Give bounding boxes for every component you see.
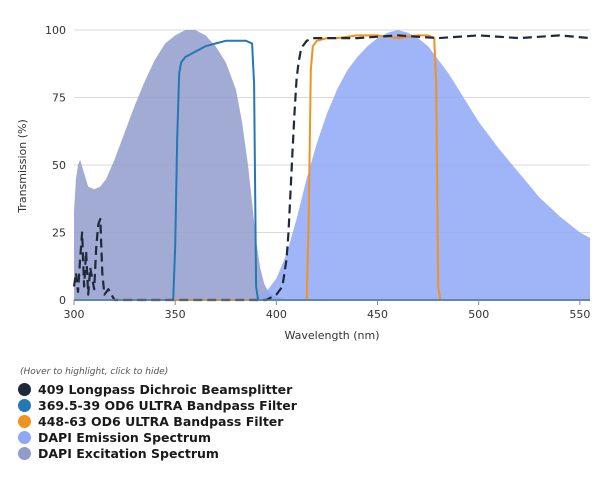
- legend-label: DAPI Emission Spectrum: [38, 429, 211, 445]
- x-tick-label: 500: [468, 308, 489, 321]
- legend-marker: [18, 382, 31, 396]
- legend-marker: [18, 430, 31, 444]
- legend-marker: [18, 446, 31, 460]
- legend-label: 369.5-39 OD6 ULTRA Bandpass Filter: [38, 397, 297, 413]
- axes: 0 25 50 75 100 300 350 400 450 500 550: [45, 24, 590, 321]
- x-tick-label: 350: [165, 308, 186, 321]
- transmission-chart: 0 25 50 75 100 300 350 400 450 500 550 Wavelength …: [16, 24, 590, 342]
- legend-label: 448-63 OD6 ULTRA Bandpass Filter: [38, 413, 284, 429]
- x-axis-title: Wavelength (nm): [284, 329, 379, 342]
- legend-item-409-longpass-dichroic-beamsplitter[interactable]: 409 Longpass Dichroic Beamsplitter: [18, 381, 578, 397]
- x-tick-label: 300: [64, 308, 85, 321]
- series-dapi-emission-spectrum[interactable]: [74, 30, 590, 300]
- y-tick-label: 75: [52, 92, 66, 105]
- series-dapi-excitation-spectrum[interactable]: [74, 30, 307, 300]
- series-369-5-39-od6-ultra-bandpass-filter[interactable]: [74, 39, 590, 301]
- y-tick-label: 100: [45, 24, 66, 37]
- legend-label: DAPI Excitation Spectrum: [38, 445, 219, 461]
- y-tick-label: 50: [52, 159, 66, 172]
- legend-item-448-63-od6-ultra-bandpass-filter[interactable]: 448-63 OD6 ULTRA Bandpass Filter: [18, 413, 578, 429]
- legend-marker: [18, 414, 31, 428]
- legend-marker: [18, 398, 31, 412]
- legend-item-dapi-emission-spectrum[interactable]: DAPI Emission Spectrum: [18, 429, 578, 445]
- legend: (Hover to highlight, click to hide) 409 …: [18, 367, 578, 461]
- x-tick-label: 400: [266, 308, 287, 321]
- y-axis-title: Transmission (%): [16, 119, 29, 214]
- x-tick-label: 550: [569, 308, 590, 321]
- y-tick-label: 25: [52, 227, 66, 240]
- legend-item-dapi-excitation-spectrum[interactable]: DAPI Excitation Spectrum: [18, 445, 578, 461]
- y-tick-label: 0: [59, 294, 66, 307]
- legend-hint: (Hover to highlight, click to hide): [20, 367, 169, 377]
- series-448-63-od6-ultra-bandpass-filter[interactable]: [74, 34, 590, 301]
- legend-label: 409 Longpass Dichroic Beamsplitter: [38, 381, 293, 397]
- x-tick-label: 450: [367, 308, 388, 321]
- legend-item-369-5-39-od6-ultra-bandpass-filter[interactable]: 369.5-39 OD6 ULTRA Bandpass Filter: [18, 397, 578, 413]
- legend-items: 409 Longpass Dichroic Beamsplitter 369.5-…: [18, 381, 578, 461]
